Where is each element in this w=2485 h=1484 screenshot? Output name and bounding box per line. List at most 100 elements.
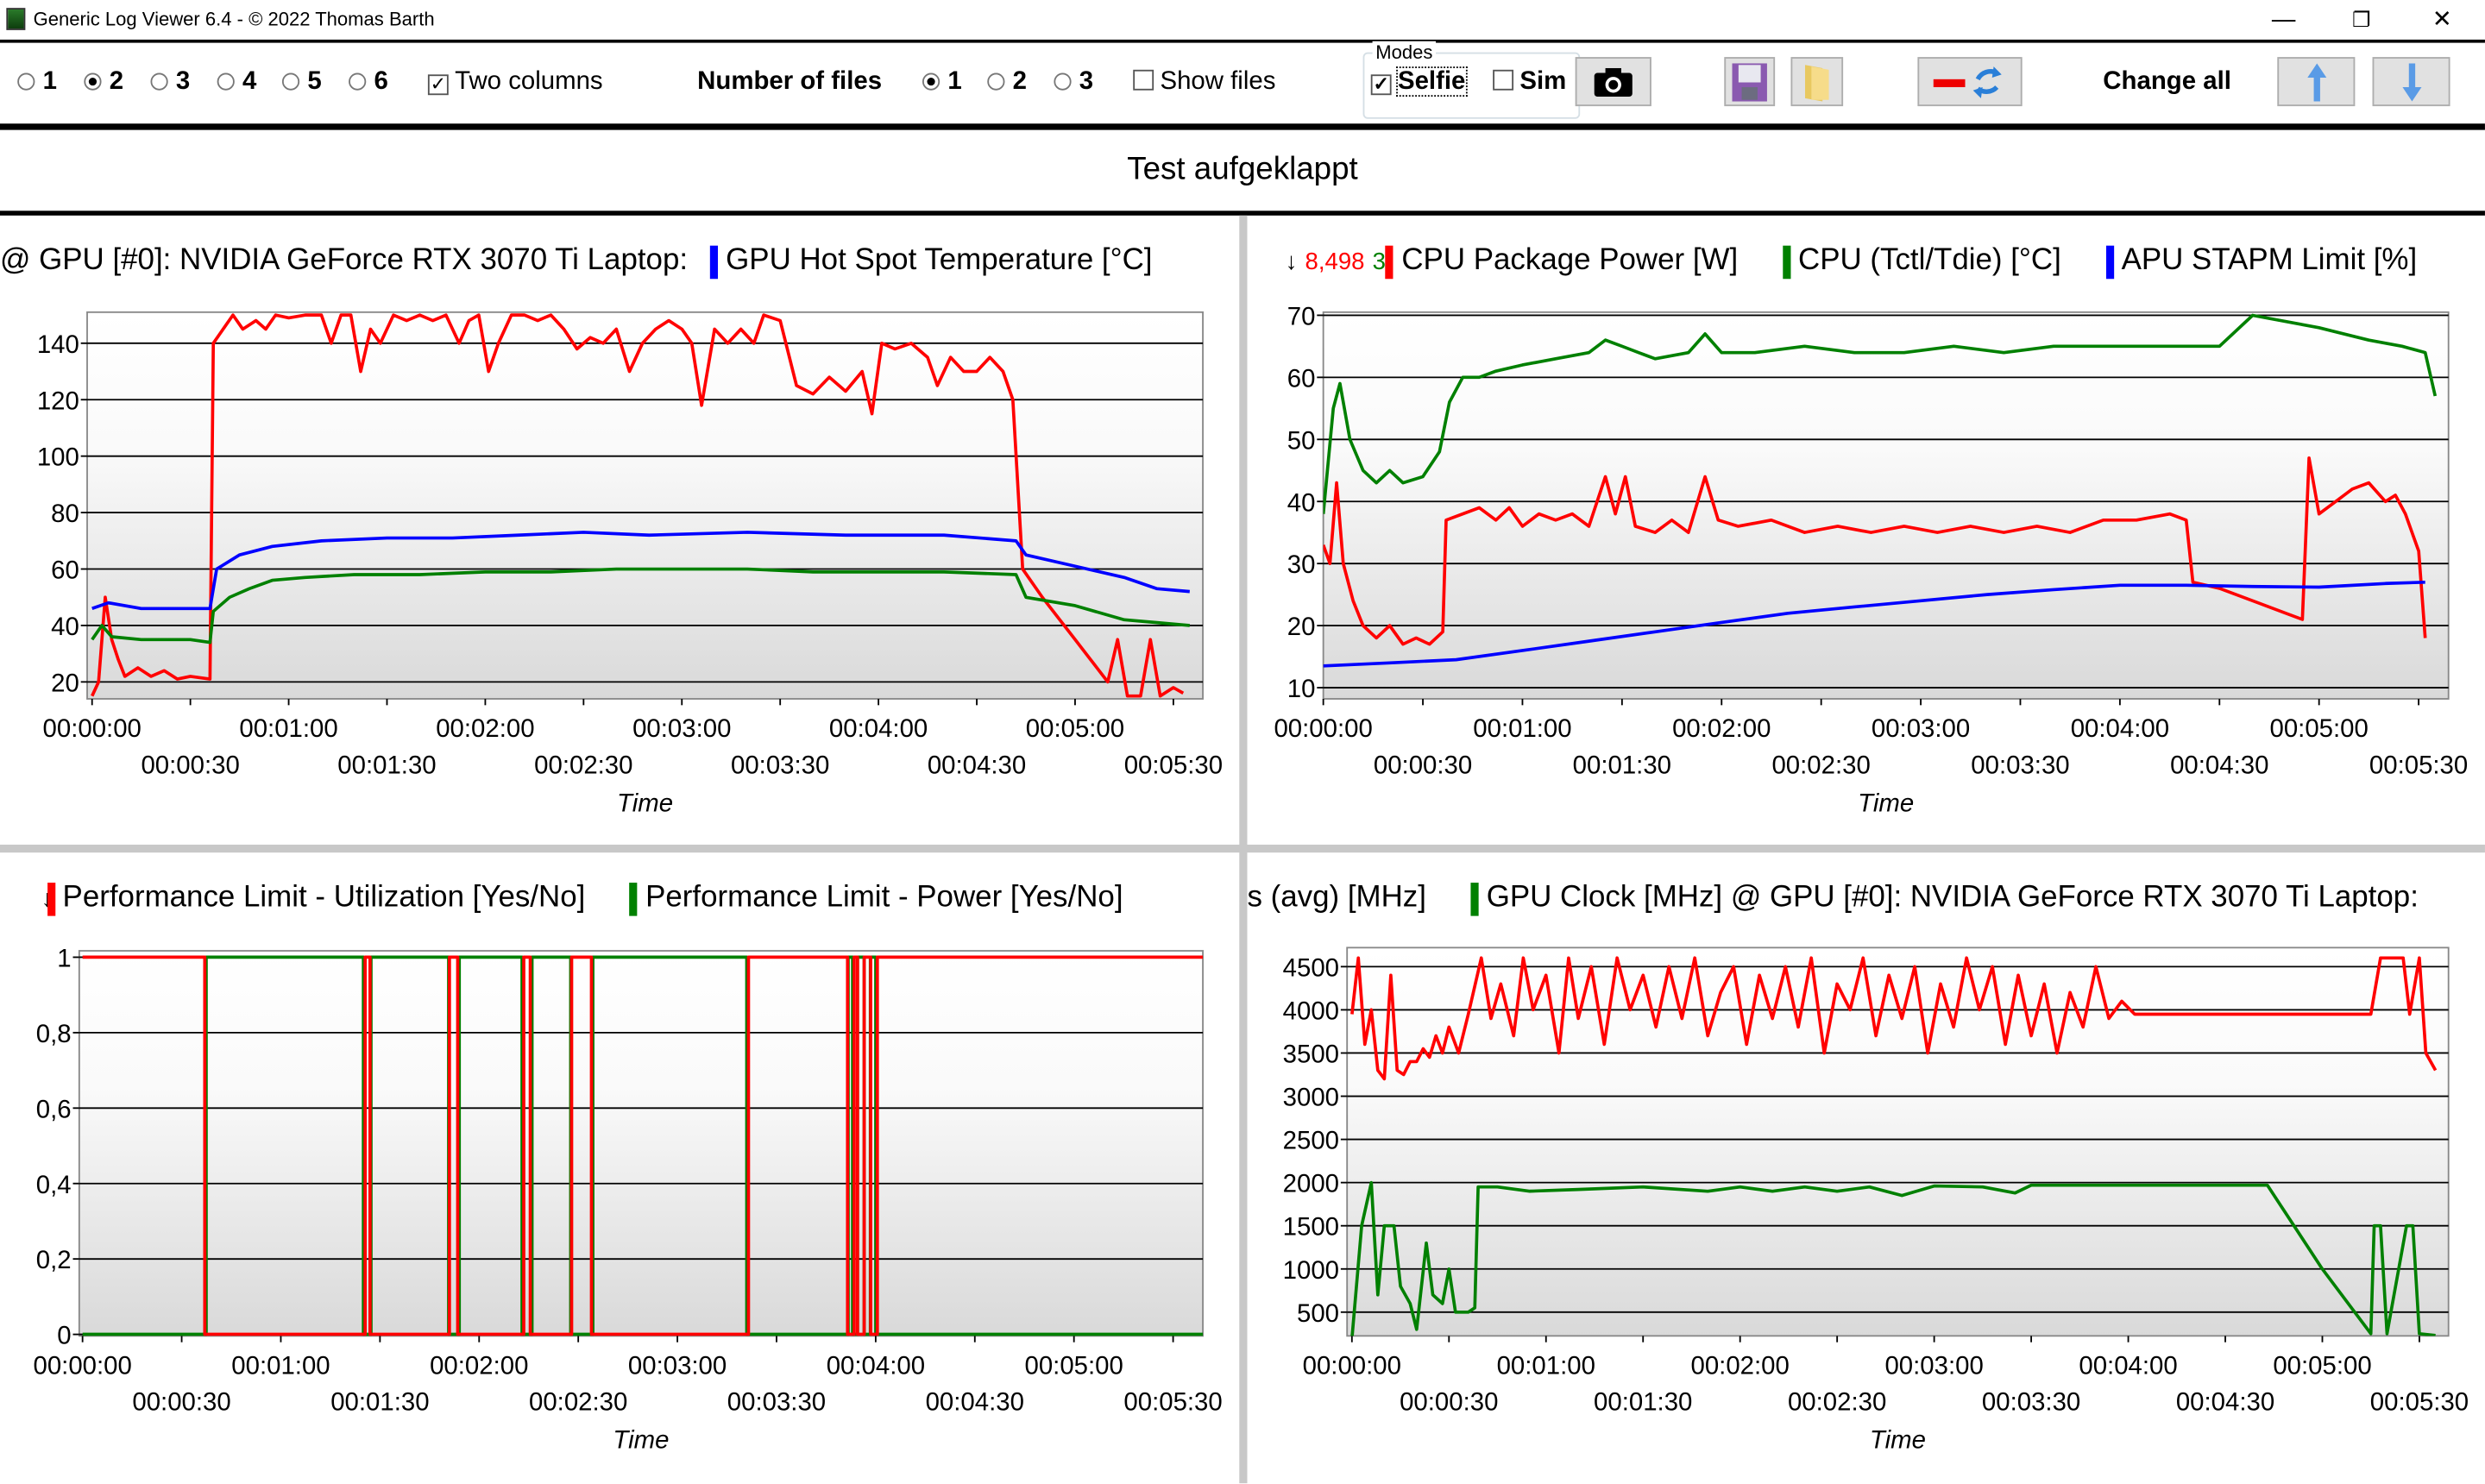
y-tick-label: 50	[1287, 426, 1316, 455]
y-tick-label: 100	[37, 443, 79, 472]
x-tick-label: 00:05:30	[1123, 1388, 1222, 1417]
divider	[0, 123, 2485, 130]
app-icon	[6, 8, 26, 30]
layout-option-4[interactable]: 4	[217, 68, 256, 97]
y-tick-label: 20	[1287, 613, 1316, 641]
x-tick-label: 00:02:00	[1691, 1351, 1790, 1380]
y-tick-label: 3500	[1283, 1041, 1339, 1069]
x-tick-label: 00:01:30	[330, 1388, 429, 1417]
plot-area[interactable]	[78, 950, 1204, 1337]
radio-icon	[349, 72, 367, 91]
series-line	[82, 955, 1204, 1336]
chart-2-legend: ↓ 8,498 3 CPU Package Power [W] CPU (Tct…	[1247, 216, 2484, 311]
y-tick-label: 3000	[1283, 1084, 1339, 1112]
close-button[interactable]: ✕	[2432, 6, 2452, 34]
x-tick-label: 00:03:30	[731, 751, 829, 779]
series-line	[91, 567, 1190, 645]
legend-item[interactable]: CPU Package Power [W]	[1401, 243, 1739, 278]
option-label: 6	[374, 67, 388, 96]
legend-color-marker	[2105, 244, 2114, 279]
series-line	[91, 531, 1190, 611]
y-tick-label: 120	[37, 387, 79, 415]
legend-item[interactable]: s (avg) [MHz]	[1247, 881, 1426, 915]
x-tick-label: 00:02:30	[529, 1388, 627, 1417]
layout-option-2[interactable]: 2	[84, 68, 123, 97]
plot-area[interactable]	[1346, 946, 2450, 1337]
restore-button[interactable]: ❐	[2351, 8, 2371, 32]
show-files-checkbox[interactable]: Show files	[1133, 68, 1275, 97]
x-tick-label: 00:04:30	[926, 1388, 1024, 1417]
files-option-3[interactable]: 3	[1054, 68, 1093, 97]
number-of-files-label: Number of files	[697, 67, 883, 96]
files-option-1[interactable]: 1	[922, 68, 962, 97]
legend-row: ↓ 8,498 3 CPU Package Power [W] CPU (Tct…	[1285, 243, 2418, 279]
x-tick-label: 00:04:30	[2176, 1388, 2274, 1417]
y-tick-label: 80	[51, 500, 79, 528]
files-option-2[interactable]: 2	[987, 68, 1027, 97]
series-line	[1323, 580, 2425, 668]
y-tick-label: 0	[57, 1322, 71, 1350]
legend-value: 8,498	[1305, 248, 1365, 275]
x-tick-label: 00:05:30	[1124, 751, 1223, 779]
y-tick-label: 1000	[1283, 1256, 1339, 1285]
layout-option-5[interactable]: 5	[281, 68, 322, 97]
option-label: 3	[1079, 67, 1094, 96]
modes-label: Modes	[1372, 41, 1437, 64]
x-tick-label: 00:01:30	[337, 751, 436, 779]
y-tick-label: 0,4	[36, 1171, 72, 1199]
two-columns-checkbox[interactable]: ✓ Two columns	[427, 67, 603, 97]
row-splitter[interactable]	[0, 844, 2485, 853]
layout-option-1[interactable]: 1	[17, 68, 57, 97]
move-up-button[interactable]	[2277, 57, 2356, 107]
plot-area[interactable]	[1322, 311, 2450, 700]
screenshot-button[interactable]	[1575, 57, 1651, 107]
x-tick-label: 00:00:30	[141, 751, 239, 779]
y-tick-label: 40	[1287, 488, 1316, 517]
series-line	[91, 313, 1185, 698]
sim-checkbox[interactable]: Sim	[1493, 68, 1566, 97]
x-tick-label: 00:05:00	[2273, 1351, 2371, 1380]
remove-refresh-button[interactable]	[1917, 57, 2023, 107]
y-tick-label: 2500	[1283, 1127, 1339, 1155]
y-tick-label: 70	[1287, 302, 1316, 330]
y-tick-label: 500	[1297, 1299, 1339, 1328]
save-button[interactable]	[1724, 57, 1776, 107]
checkbox-checked-icon: ✓	[1370, 74, 1392, 96]
window-title: Generic Log Viewer 6.4 - © 2022 Thomas B…	[33, 8, 435, 30]
legend-item[interactable]: CPU (Tctl/Tdie) [°C]	[1797, 243, 2061, 278]
legend-item[interactable]: APU STAPM Limit [%]	[2121, 243, 2418, 278]
legend-item[interactable]: Performance Limit - Power [Yes/No]	[645, 881, 1123, 915]
x-tick-label: 00:04:30	[928, 751, 1026, 779]
scroll-down-icon[interactable]: ↓	[1285, 248, 1298, 275]
checkbox-icon	[1133, 69, 1154, 91]
chart-3: 00,20,40,60,8100:00:0000:00:3000:01:0000…	[33, 944, 1222, 1454]
legend-item[interactable]: Performance Limit - Utilization [Yes/No]	[62, 881, 586, 915]
x-tick-label: 00:04:00	[2071, 714, 2169, 743]
option-label: 3	[175, 67, 191, 96]
legend-item[interactable]: GPU Hot Spot Temperature [°C]	[726, 243, 1153, 278]
open-folder-button[interactable]	[1790, 57, 1844, 107]
chart-4-legend: s (avg) [MHz] GPU Clock [MHz] @ GPU [#0]…	[1247, 852, 2484, 947]
layout-option-6[interactable]: 6	[349, 68, 388, 97]
series-line	[1323, 313, 2438, 514]
layout-option-3[interactable]: 3	[150, 68, 190, 97]
x-tick-label: 00:05:30	[2369, 751, 2468, 779]
x-tick-label: 00:01:00	[1473, 714, 1571, 743]
y-tick-label: 2000	[1283, 1170, 1339, 1198]
legend-item[interactable]: GPU Clock [MHz] @ GPU [#0]: NVIDIA GeFor…	[1486, 881, 2419, 915]
selfie-checkbox[interactable]: ✓ Selfie	[1370, 66, 1468, 97]
x-tick-label: 00:01:00	[1497, 1351, 1595, 1380]
x-tick-label: 00:05:00	[2269, 714, 2368, 743]
move-down-button[interactable]	[2372, 57, 2450, 107]
radio-icon	[150, 72, 168, 91]
y-tick-label: 4500	[1283, 953, 1339, 982]
checkbox-label: Two columns	[455, 67, 603, 96]
plot-area[interactable]	[86, 311, 1204, 700]
divider	[0, 211, 2485, 216]
y-tick-label: 0,6	[36, 1095, 72, 1123]
legend-item[interactable]: @ GPU [#0]: NVIDIA GeForce RTX 3070 Ti L…	[0, 243, 689, 278]
arrow-down-icon	[2401, 62, 2421, 101]
y-tick-label: 60	[51, 556, 79, 585]
minimize-button[interactable]: —	[2271, 6, 2296, 34]
